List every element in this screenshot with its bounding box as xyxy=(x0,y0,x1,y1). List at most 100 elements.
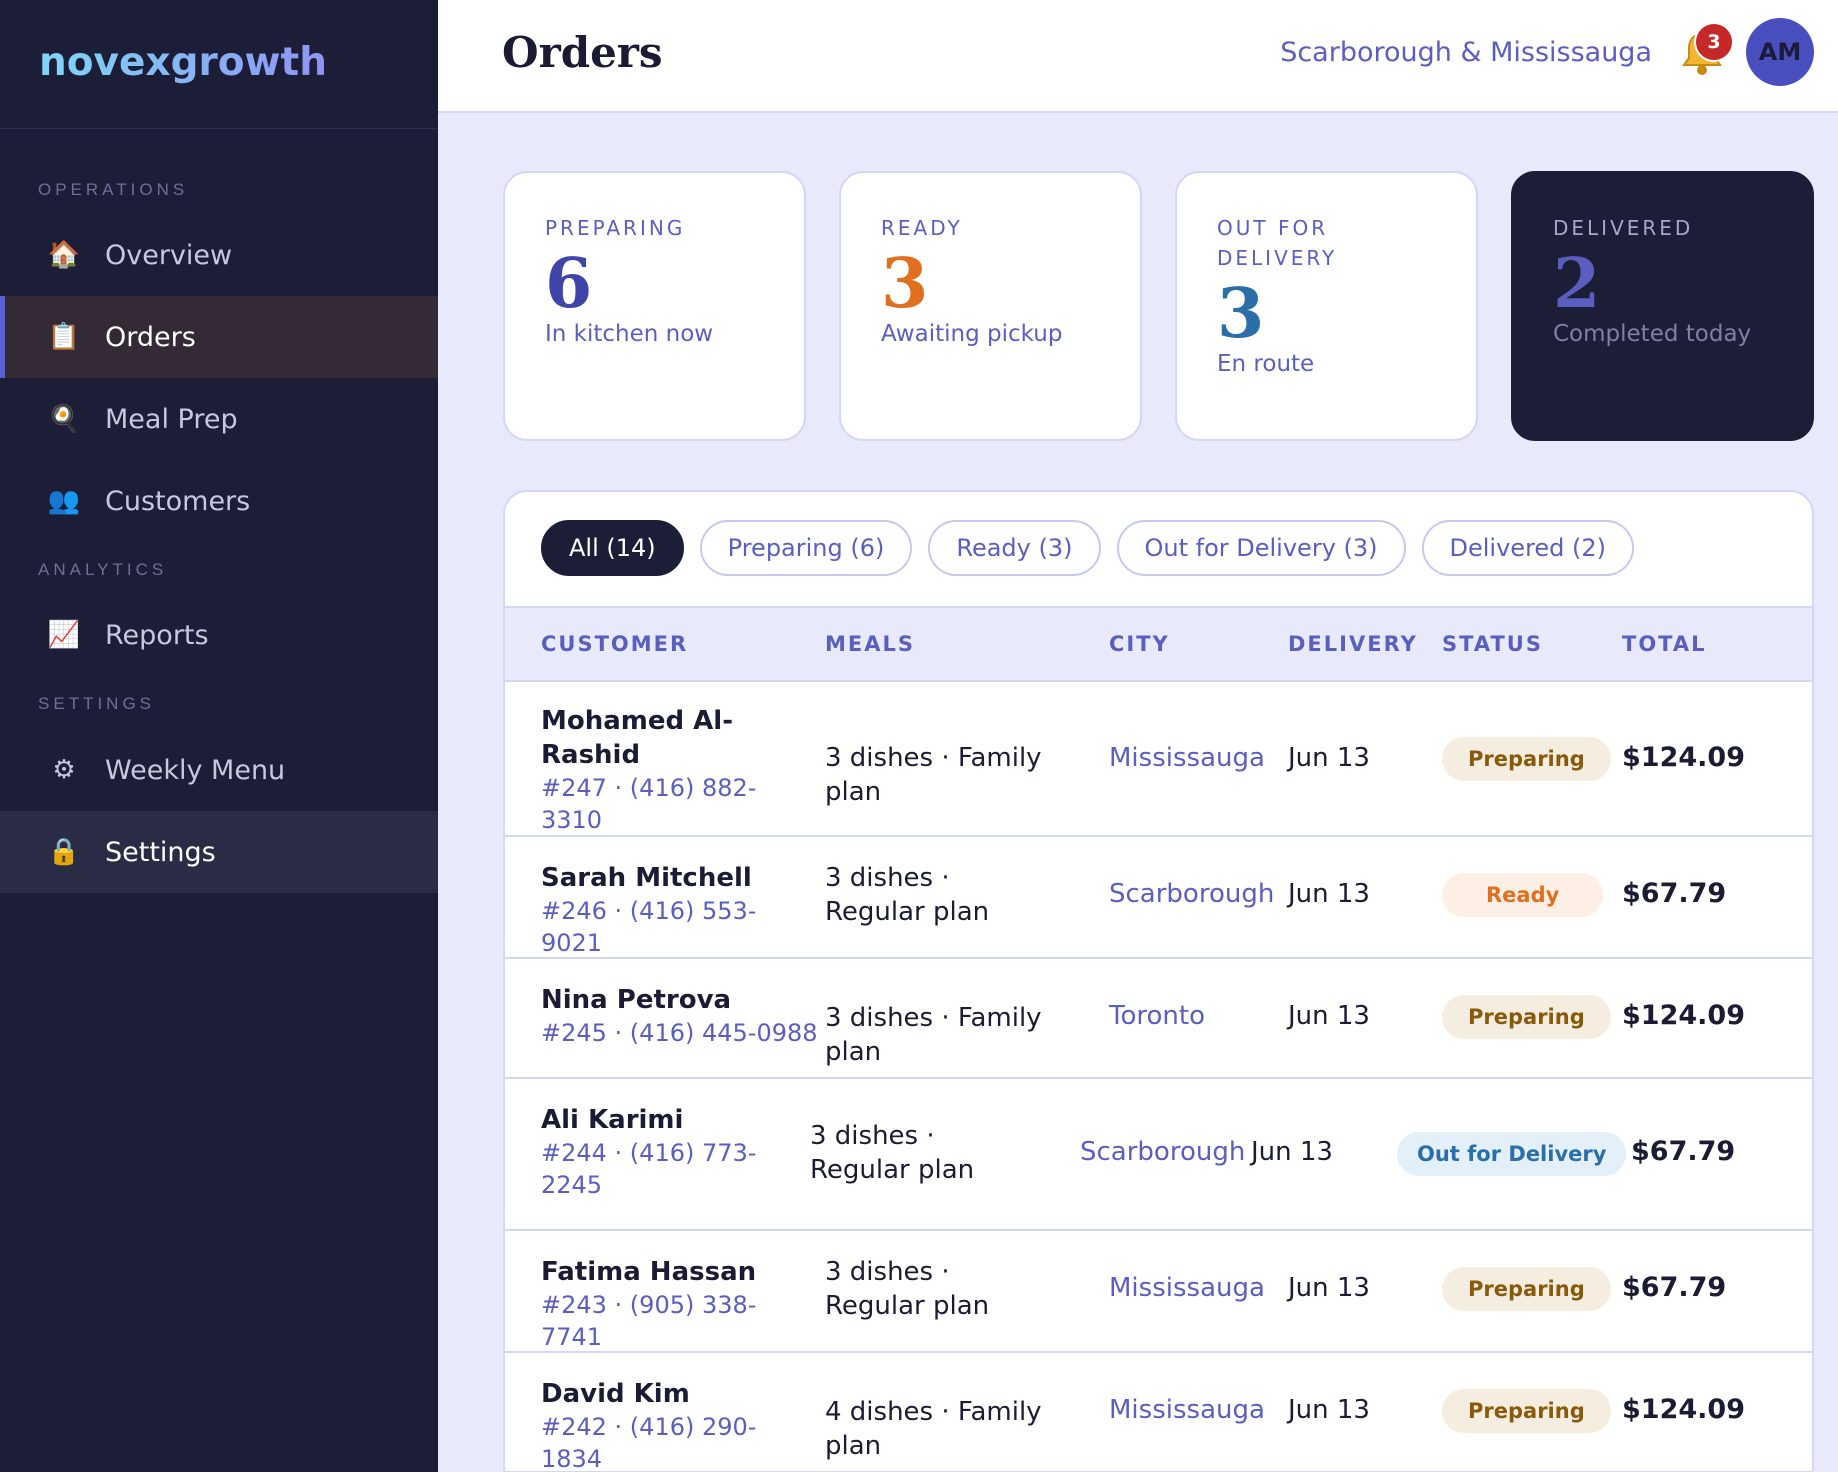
customer-name: Nina Petrova xyxy=(541,985,732,1015)
city-link[interactable]: Mississauga xyxy=(1109,1395,1265,1425)
avatar[interactable]: AM xyxy=(1746,18,1814,86)
status-badge: Preparing xyxy=(1442,1389,1611,1433)
stat-value: 2 xyxy=(1553,244,1601,324)
order-total: $67.79 xyxy=(1622,1272,1727,1303)
stat-card-ready[interactable]: READY 3 Awaiting pickup xyxy=(839,171,1142,441)
order-meta: #242 · (416) 290-1834 xyxy=(541,1413,757,1472)
tab-ready[interactable]: Ready (3) xyxy=(928,520,1101,576)
nav-section-settings: SETTINGS xyxy=(38,694,156,713)
clipboard-icon: 📋 xyxy=(47,322,81,352)
sidebar: novexgrowth OPERATIONS 🏠 Overview 📋 Orde… xyxy=(0,0,438,1472)
table-row[interactable]: Mohamed Al-Rashid #247 · (416) 882-3310 … xyxy=(505,682,1812,837)
order-total: $67.79 xyxy=(1631,1136,1736,1167)
sidebar-item-orders[interactable]: 📋 Orders xyxy=(0,296,438,378)
stat-value: 3 xyxy=(1217,274,1265,354)
stat-label: OUT FOR DELIVERY xyxy=(1217,216,1338,270)
sidebar-item-label: Meal Prep xyxy=(105,403,238,435)
sidebar-item-label: Overview xyxy=(105,239,233,271)
column-header-meals[interactable]: MEALS xyxy=(825,632,916,656)
stat-label: DELIVERED xyxy=(1553,216,1694,240)
order-meta: #246 · (416) 553-9021 xyxy=(541,897,757,957)
orders-panel: All (14) Preparing (6) Ready (3) Out for… xyxy=(503,490,1814,1472)
meals-summary: 4 dishes · Family plan xyxy=(825,1397,1042,1461)
stat-card-out-for-delivery[interactable]: OUT FOR DELIVERY 3 En route xyxy=(1175,171,1478,441)
order-total: $67.79 xyxy=(1622,878,1727,909)
sidebar-item-settings[interactable]: 🔒 Settings xyxy=(0,811,438,893)
brand-logo[interactable]: novexgrowth xyxy=(0,0,438,129)
stat-value: 3 xyxy=(881,244,929,324)
page-title: Orders xyxy=(502,28,663,77)
sidebar-item-customers[interactable]: 👥 Customers xyxy=(0,460,438,542)
delivery-date: Jun 13 xyxy=(1288,879,1370,909)
customer-name: Sarah Mitchell xyxy=(541,863,752,893)
status-badge: Ready xyxy=(1442,873,1604,917)
order-total: $124.09 xyxy=(1622,1394,1745,1425)
order-total: $124.09 xyxy=(1622,1000,1745,1031)
frying-pan-icon: 🍳 xyxy=(47,404,81,434)
meals-summary: 3 dishes · Family plan xyxy=(825,1003,1042,1067)
status-badge: Out for Delivery xyxy=(1397,1132,1627,1176)
delivery-date: Jun 13 xyxy=(1251,1137,1333,1167)
tab-delivered[interactable]: Delivered (2) xyxy=(1421,520,1635,576)
city-link[interactable]: Scarborough xyxy=(1109,879,1275,909)
status-badge: Preparing xyxy=(1442,737,1611,781)
order-meta: #243 · (905) 338-7741 xyxy=(541,1291,757,1351)
region-selector[interactable]: Scarborough & Mississauga xyxy=(1280,37,1652,68)
column-header-city[interactable]: CITY xyxy=(1109,632,1170,656)
stat-value: 6 xyxy=(545,244,593,324)
meals-summary: 3 dishes · Regular plan xyxy=(825,863,990,927)
notifications-button[interactable]: 3 xyxy=(1680,22,1734,80)
meals-summary: 3 dishes · Regular plan xyxy=(810,1121,975,1185)
customer-name: Ali Karimi xyxy=(541,1105,684,1135)
stat-subtitle: En route xyxy=(1217,351,1315,377)
stat-card-preparing[interactable]: PREPARING 6 In kitchen now xyxy=(503,171,806,441)
sidebar-item-overview[interactable]: 🏠 Overview xyxy=(0,214,438,296)
brand-name: novexgrowth xyxy=(39,40,327,85)
delivery-date: Jun 13 xyxy=(1288,1001,1370,1031)
sidebar-item-meal-prep[interactable]: 🍳 Meal Prep xyxy=(0,378,438,460)
city-link[interactable]: Mississauga xyxy=(1109,1273,1265,1303)
delivery-date: Jun 13 xyxy=(1288,743,1370,773)
city-link[interactable]: Toronto xyxy=(1109,1001,1205,1031)
stat-subtitle: In kitchen now xyxy=(545,321,714,347)
status-badge: Preparing xyxy=(1442,995,1611,1039)
sidebar-item-label: Customers xyxy=(105,485,251,517)
column-header-customer[interactable]: CUSTOMER xyxy=(541,632,689,656)
city-link[interactable]: Scarborough xyxy=(1080,1137,1246,1167)
notification-count-badge: 3 xyxy=(1694,22,1734,62)
column-header-total[interactable]: TOTAL xyxy=(1622,632,1707,656)
stat-subtitle: Awaiting pickup xyxy=(881,321,1063,347)
meals-summary: 3 dishes · Family plan xyxy=(825,743,1042,807)
stat-label: PREPARING xyxy=(545,216,686,240)
sidebar-item-weekly-menu[interactable]: ⚙ Weekly Menu xyxy=(0,729,438,811)
order-total: $124.09 xyxy=(1622,742,1745,773)
status-filter-tabs: All (14) Preparing (6) Ready (3) Out for… xyxy=(541,520,1635,576)
sidebar-item-label: Orders xyxy=(105,321,196,353)
lock-icon: 🔒 xyxy=(47,837,81,867)
table-row[interactable]: Sarah Mitchell #246 · (416) 553-9021 3 d… xyxy=(505,837,1812,959)
stat-label: READY xyxy=(881,216,963,240)
delivery-date: Jun 13 xyxy=(1288,1395,1370,1425)
order-meta: #244 · (416) 773-2245 xyxy=(541,1139,757,1199)
table-row[interactable]: Ali Karimi #244 · (416) 773-2245 3 dishe… xyxy=(505,1079,1812,1231)
table-row[interactable]: David Kim #242 · (416) 290-1834 4 dishes… xyxy=(505,1353,1812,1472)
order-meta: #245 · (416) 445-0988 xyxy=(541,1019,818,1047)
customer-name: Fatima Hassan xyxy=(541,1257,757,1287)
table-row[interactable]: Nina Petrova #245 · (416) 445-0988 3 dis… xyxy=(505,959,1812,1079)
stat-card-delivered[interactable]: DELIVERED 2 Completed today xyxy=(1511,171,1814,441)
tab-all[interactable]: All (14) xyxy=(541,520,684,576)
table-header: CUSTOMER MEALS CITY DELIVERY STATUS TOTA… xyxy=(505,606,1812,682)
chart-up-icon: 📈 xyxy=(47,620,81,650)
status-badge: Preparing xyxy=(1442,1267,1611,1311)
table-row[interactable]: Fatima Hassan #243 · (905) 338-7741 3 di… xyxy=(505,1231,1812,1353)
customer-name: David Kim xyxy=(541,1379,690,1409)
city-link[interactable]: Mississauga xyxy=(1109,743,1265,773)
sidebar-item-reports[interactable]: 📈 Reports xyxy=(0,594,438,676)
tab-preparing[interactable]: Preparing (6) xyxy=(699,520,913,576)
delivery-date: Jun 13 xyxy=(1288,1273,1370,1303)
stat-subtitle: Completed today xyxy=(1553,321,1752,347)
column-header-delivery[interactable]: DELIVERY xyxy=(1288,632,1418,656)
tab-out-for-delivery[interactable]: Out for Delivery (3) xyxy=(1116,520,1406,576)
column-header-status[interactable]: STATUS xyxy=(1442,632,1543,656)
order-meta: #247 · (416) 882-3310 xyxy=(541,774,757,834)
